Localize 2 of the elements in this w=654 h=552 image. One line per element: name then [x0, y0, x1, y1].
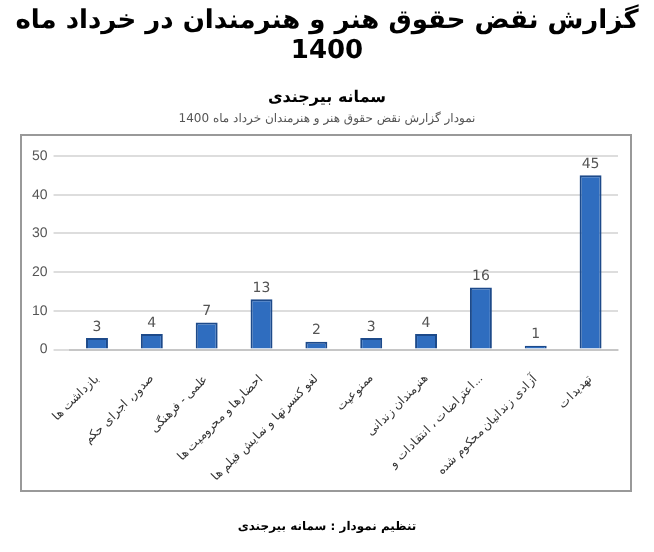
- chart-subtitle: سمانه بیرجندی: [265, 88, 389, 106]
- chart-title: گزارش نقض حقوق هنر و هنرمندان در خرداد ماه 1400: [13, 6, 641, 66]
